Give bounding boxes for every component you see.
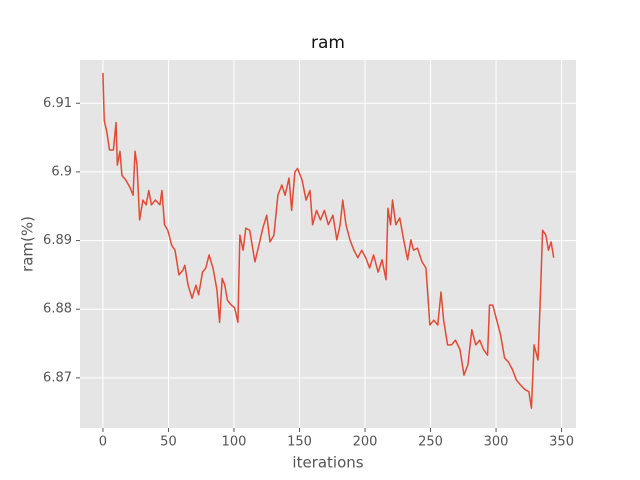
x-tick-label: 350	[549, 435, 574, 450]
x-tick-label: 50	[160, 435, 177, 450]
data-line	[102, 73, 555, 409]
x-tick-label: 300	[484, 435, 509, 450]
x-tick-label: 100	[222, 435, 247, 450]
y-axis-label: ram(%)	[19, 216, 37, 272]
x-tick-label: 150	[287, 435, 312, 450]
x-tick-label: 0	[99, 435, 107, 450]
x-axis-label: iterations	[292, 454, 363, 472]
y-tick-label: 6.88	[43, 302, 72, 317]
x-tick-label: 250	[418, 435, 443, 450]
x-tick-label: 200	[353, 435, 378, 450]
y-tick-label: 6.9	[51, 164, 72, 179]
y-tick-label: 6.91	[43, 96, 72, 111]
y-tick-label: 6.89	[43, 233, 72, 248]
y-tick-label: 6.87	[43, 370, 72, 385]
chart-title: ram	[311, 33, 345, 53]
plot-area	[80, 60, 576, 428]
